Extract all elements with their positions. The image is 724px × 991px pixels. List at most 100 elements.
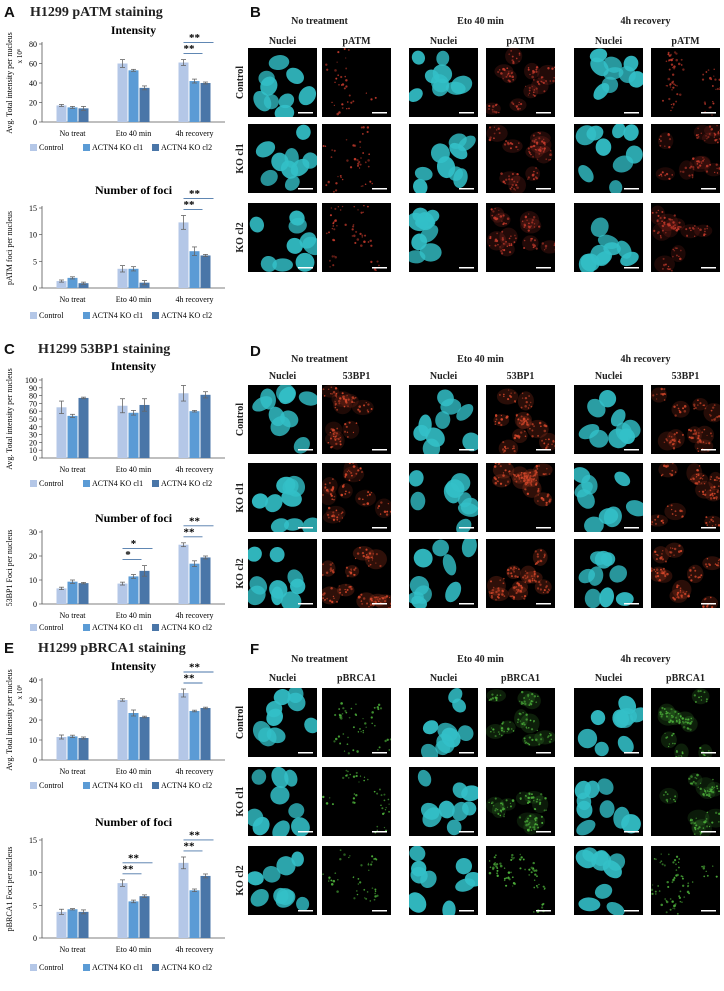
- micrograph-canvas: [574, 385, 643, 454]
- micrograph-canvas: [409, 48, 478, 117]
- panel-letter-b: B: [250, 4, 261, 21]
- micrograph-image: [321, 462, 392, 533]
- x-tick-label: No treat: [60, 767, 87, 776]
- y-tick-label: 10: [29, 869, 37, 878]
- legend-label: Control: [39, 623, 64, 632]
- y-tick-label: 5: [33, 901, 37, 910]
- micrograph-image: [247, 123, 318, 194]
- micrograph-canvas: [322, 767, 391, 836]
- micrograph-canvas: [409, 767, 478, 836]
- bar: [67, 415, 78, 458]
- y-tick-label: 15: [29, 836, 37, 845]
- y-tick-label: 0: [33, 284, 37, 293]
- micrograph-canvas: [248, 463, 317, 532]
- panel-title-e: H1299 pBRCA1 staining: [38, 641, 186, 656]
- micrograph-canvas: [651, 124, 720, 193]
- micrograph-canvas: [651, 846, 720, 915]
- bar: [139, 404, 150, 458]
- significance-label: *: [125, 549, 131, 561]
- micrograph-image: [408, 202, 479, 273]
- micrograph-image: [485, 845, 556, 916]
- panel-letter-c: C: [4, 341, 15, 358]
- y-tick-label: 20: [29, 716, 37, 725]
- micrograph-image: [485, 47, 556, 118]
- row-label: Control: [235, 65, 246, 100]
- micrograph-canvas: [486, 124, 555, 193]
- y-axis-label: Avg. Total intensity per nucleus: [5, 368, 14, 470]
- channel-label-marker: pBRCA1: [666, 673, 705, 684]
- bar: [78, 583, 89, 604]
- legend-label: ACTN4 KO cl1: [92, 143, 143, 152]
- legend-label: Control: [39, 963, 64, 972]
- bar: [139, 717, 150, 760]
- y-tick-label: 50: [29, 415, 37, 424]
- legend-label: ACTN4 KO cl2: [161, 623, 212, 632]
- panel-letter-f: F: [250, 641, 260, 658]
- micrograph-image: [650, 384, 721, 455]
- micrograph-image: [573, 202, 644, 273]
- micrograph-image: [247, 47, 318, 118]
- micrograph-image: [247, 687, 318, 758]
- x-tick-label: 4h recovery: [176, 129, 214, 138]
- micrograph-canvas: [486, 846, 555, 915]
- bar: [128, 713, 139, 760]
- y-tick-label: 60: [29, 60, 37, 69]
- chart-title: Number of foci: [95, 815, 173, 829]
- legend-label: ACTN4 KO cl1: [92, 311, 143, 320]
- bar: [128, 576, 139, 604]
- y-tick-label: 30: [29, 431, 37, 440]
- y-tick-label: 15: [29, 204, 37, 213]
- micrograph-canvas: [651, 48, 720, 117]
- micrograph-image: [408, 766, 479, 837]
- y-axis-unit: x 10⁶: [16, 48, 24, 63]
- chart-e-intensity: Intensity Avg. Total intensity per nucleu…: [5, 659, 225, 790]
- x-tick-label: 4h recovery: [176, 465, 214, 474]
- micrograph-canvas: [574, 688, 643, 757]
- bar: [67, 581, 78, 604]
- y-tick-label: 30: [29, 528, 37, 537]
- micrograph-image: [573, 687, 644, 758]
- y-tick-label: 40: [29, 676, 37, 685]
- micrograph-canvas: [651, 463, 720, 532]
- micrograph-canvas: [248, 846, 317, 915]
- bar: [56, 281, 67, 288]
- x-tick-label: 4h recovery: [176, 767, 214, 776]
- bar: [189, 411, 200, 458]
- y-axis-label: Avg. Total intensity per nucleus: [5, 669, 14, 771]
- micrograph-image: [650, 202, 721, 273]
- condition-label: 4h recovery: [620, 16, 671, 27]
- legend-label: ACTN4 KO cl2: [161, 479, 212, 488]
- significance-label: **: [189, 188, 201, 200]
- micrograph-canvas: [651, 688, 720, 757]
- micrograph-canvas: [486, 48, 555, 117]
- bar: [128, 901, 139, 938]
- bar: [117, 405, 128, 458]
- micrograph-image: [247, 845, 318, 916]
- bar: [200, 708, 211, 760]
- bar: [189, 890, 200, 938]
- chart-c-foci: Number of foci 53BP1 Foci per nucleus 0 10 2…: [5, 512, 225, 632]
- chart-c-intensity: Intensity Avg. Total intensity per nucleu…: [5, 359, 225, 488]
- chart-title: Number of foci: [95, 512, 173, 525]
- micrograph-image: [408, 123, 479, 194]
- micrograph-canvas: [322, 463, 391, 532]
- legend-label: Control: [39, 311, 64, 320]
- significance-label: **: [189, 32, 201, 44]
- significance-label: **: [189, 662, 201, 674]
- bar: [67, 107, 78, 122]
- micrograph-image: [321, 123, 392, 194]
- legend-swatch: [30, 144, 37, 151]
- micrograph-canvas: [651, 385, 720, 454]
- y-tick-label: 10: [29, 576, 37, 585]
- micrograph-canvas: [409, 463, 478, 532]
- condition-label: Eto 40 min: [457, 654, 504, 665]
- y-tick-label: 5: [33, 257, 37, 266]
- micrograph-image: [247, 202, 318, 273]
- y-axis-label: Avg. Total intensity per nucleus: [5, 32, 14, 134]
- bar: [128, 412, 139, 458]
- micrograph-canvas: [322, 846, 391, 915]
- micrograph-canvas: [409, 846, 478, 915]
- channel-label-marker: 53BP1: [506, 371, 535, 382]
- bar: [117, 268, 128, 288]
- bar: [200, 255, 211, 288]
